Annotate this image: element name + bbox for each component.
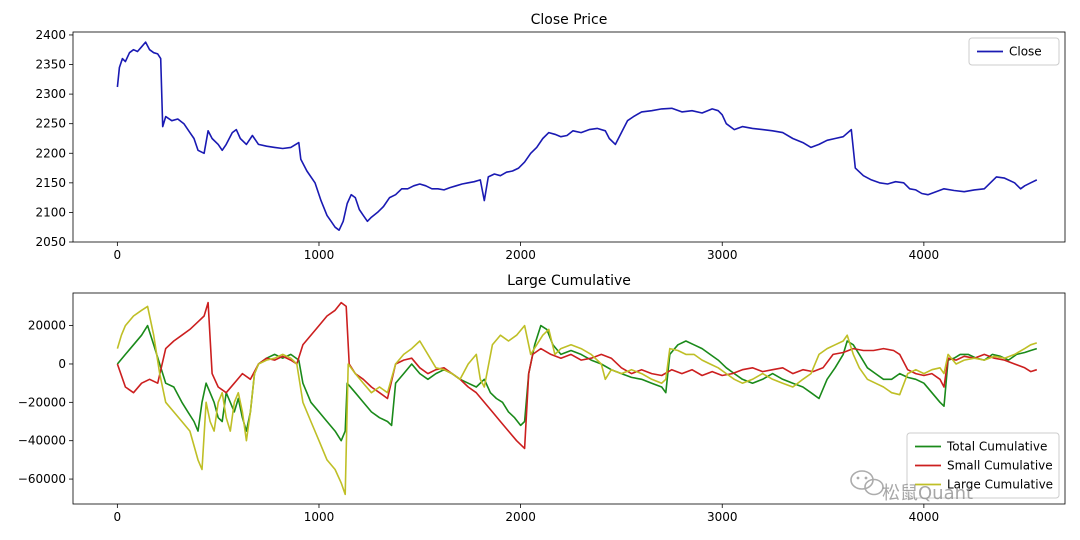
watermark-text: 松鼠Quant: [882, 483, 973, 504]
y-tick-label: 2250: [35, 117, 66, 131]
legend-label: Large Cumulative: [947, 478, 1053, 492]
chart-title: Close Price: [531, 12, 608, 28]
y-tick-label: 2400: [35, 28, 66, 42]
y-tick-label: 20000: [28, 319, 66, 333]
x-tick-label: 4000: [909, 248, 940, 262]
x-tick-label: 2000: [505, 248, 536, 262]
x-tick-label: 4000: [909, 510, 940, 524]
legend-label: Total Cumulative: [946, 440, 1047, 454]
chart-title: Large Cumulative: [507, 273, 631, 289]
watermark: 松鼠Quant: [850, 470, 973, 504]
subplot-1: Close Price 0 1000 2000 3000 4000 2050 2100 2150…: [35, 12, 1066, 262]
y-tick-label: 2200: [35, 146, 66, 160]
series-group: [116, 41, 1038, 231]
x-tick-label: 3000: [707, 510, 738, 524]
series-group: [116, 301, 1038, 496]
y-tick-label: 2350: [35, 58, 66, 72]
legend-box: [906, 432, 1060, 499]
y-tick-label: 2100: [35, 205, 66, 219]
subplot-2: Large Cumulative 0 1000 2000 3000 4000 −60000 −…: [18, 273, 1066, 524]
plot-frame: [72, 31, 1066, 243]
legend-label: Close: [1009, 45, 1042, 59]
y-tick-label: 2300: [35, 87, 66, 101]
x-tick-label: 0: [114, 248, 122, 262]
y-tick-label: 2050: [35, 235, 66, 249]
legend-box: [968, 37, 1060, 66]
series-line-large-cumulative: [116, 305, 1038, 496]
x-tick-label: 1000: [304, 510, 335, 524]
x-tick-label: 0: [114, 510, 122, 524]
x-tick-label: 3000: [707, 248, 738, 262]
y-tick-label: −40000: [18, 434, 66, 448]
y-tick-label: 0: [58, 357, 66, 371]
y-tick-label: 2150: [35, 176, 66, 190]
y-tick-label: −60000: [18, 472, 66, 486]
legend-label: Small Cumulative: [947, 459, 1053, 473]
y-tick-label: −20000: [18, 395, 66, 409]
series-line-close: [116, 41, 1038, 231]
x-tick-label: 1000: [304, 248, 335, 262]
series-line-small-cumulative: [116, 301, 1038, 450]
series-line-total-cumulative: [116, 324, 1038, 442]
legend: Total Cumulative Small Cumulative Large Cu…: [906, 432, 1060, 499]
x-tick-label: 2000: [505, 510, 536, 524]
wechat-icon: [850, 470, 884, 496]
legend: Close: [968, 37, 1060, 66]
plot-frame: [72, 292, 1066, 505]
